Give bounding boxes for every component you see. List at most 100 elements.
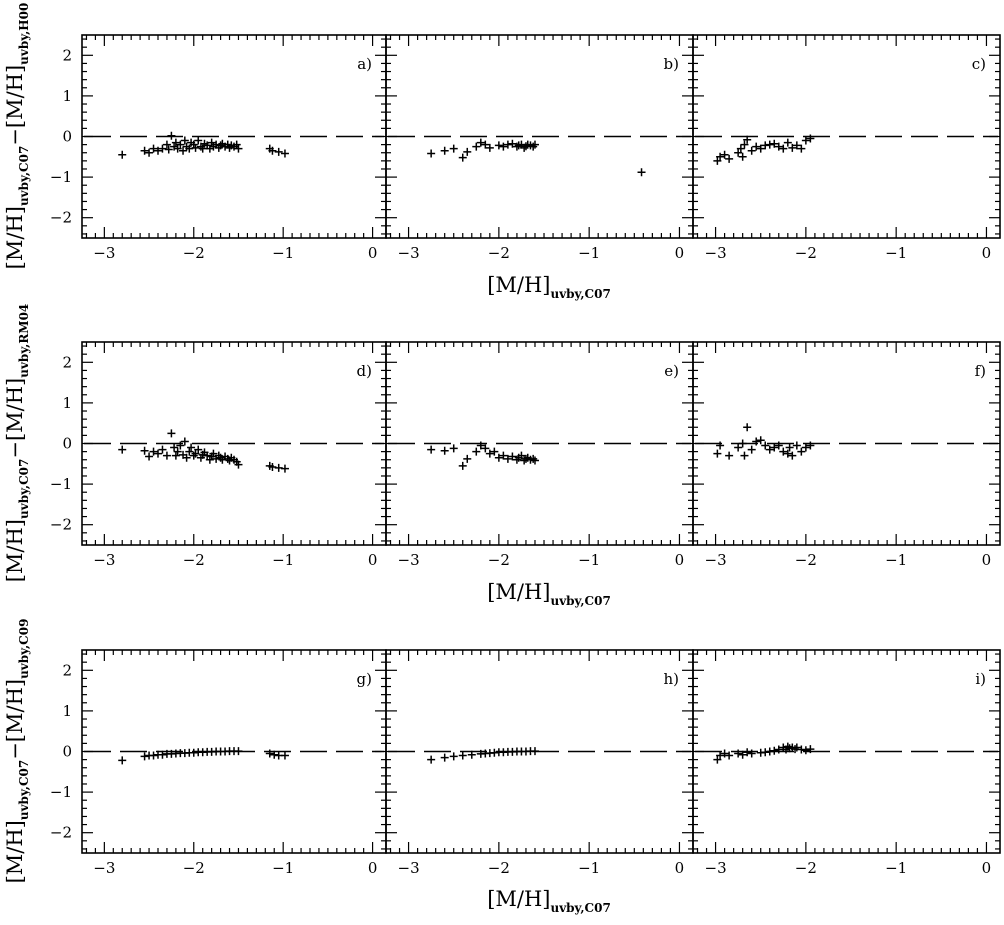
y-tick-label: −1: [50, 783, 72, 801]
x-tick-label: −2: [183, 244, 205, 262]
y-axis-title: [M/H]uvby,C07−[M/H]uvby,RM04: [3, 304, 31, 583]
data-point: [234, 747, 243, 756]
data-point: [118, 756, 127, 765]
y-axis-title: [M/H]uvby,C07−[M/H]uvby,H00: [3, 3, 31, 270]
y-axis-title-main: −: [3, 128, 27, 146]
data-point: [761, 441, 770, 450]
data-point: [427, 149, 436, 158]
data-point: [274, 463, 283, 472]
panels-group: −3 −2 −1 0 2 1 0 −1 −2 a) −3 −2 −1 0 b) −3 −2 −1 0 c) −3 −2 −1…: [50, 34, 1001, 877]
x-tick-label: −3: [705, 859, 727, 877]
data-point: [167, 131, 176, 140]
y-axis-title-main: [M/H]: [3, 65, 27, 128]
data-point: [743, 748, 752, 757]
data-point: [216, 141, 225, 150]
data-point: [637, 168, 646, 177]
data-point: [449, 144, 458, 153]
data-point: [223, 454, 232, 463]
data-point: [180, 136, 189, 145]
data-point: [765, 140, 774, 149]
data-point: [508, 139, 517, 148]
data-point: [797, 745, 806, 754]
data-point: [738, 439, 747, 448]
x-tick-label: −1: [272, 859, 294, 877]
data-point: [485, 449, 494, 458]
data-point: [734, 443, 743, 452]
data-point: [738, 750, 747, 759]
data-point: [785, 443, 794, 452]
data-point: [512, 142, 521, 151]
data-point: [265, 749, 274, 758]
data-point: [194, 136, 203, 145]
data-point: [232, 140, 241, 149]
data-point: [530, 747, 539, 756]
data-point: [458, 751, 467, 760]
x-tick-label: −1: [578, 244, 600, 262]
x-tick-label: −2: [488, 859, 510, 877]
data-point: [779, 447, 788, 456]
y-tick-label: 2: [62, 46, 72, 64]
data-point: [145, 452, 154, 461]
data-point: [449, 444, 458, 453]
data-point: [716, 152, 725, 161]
panel-g: −3 −2 −1 0 2 1 0 −1 −2 g): [50, 649, 387, 877]
data-point: [203, 451, 212, 460]
panel-a: −3 −2 −1 0 2 1 0 −1 −2 a): [50, 34, 387, 262]
data-point: [765, 445, 774, 454]
data-point: [476, 441, 485, 450]
data-point: [472, 447, 481, 456]
data-point: [198, 144, 207, 153]
data-point: [449, 752, 458, 761]
y-tick-label: −1: [50, 475, 72, 493]
data-point: [463, 147, 472, 156]
x-tick-label: −1: [272, 244, 294, 262]
data-point: [530, 456, 539, 465]
data-point: [740, 140, 749, 149]
x-tick-label: 0: [982, 859, 992, 877]
data-point: [713, 449, 722, 458]
data-point: [481, 444, 490, 453]
panel-i: −3 −2 −1 0 i): [692, 649, 1001, 877]
x-axis-titles: [M/H]uvby,C07[M/H]uvby,C07[M/H]uvby,C07: [487, 273, 611, 915]
data-point: [770, 139, 779, 148]
x-tick-label: −2: [183, 859, 205, 877]
data-point: [747, 146, 756, 155]
x-axis-title-main: [M/H]: [487, 580, 550, 604]
y-axis-title-main: [M/H]: [3, 679, 27, 742]
data-point: [806, 441, 815, 450]
data-point: [145, 148, 154, 157]
data-point: [713, 156, 722, 165]
data-point: [806, 745, 815, 754]
x-tick-label: 0: [675, 551, 685, 569]
data-point: [458, 461, 467, 470]
data-point: [801, 443, 810, 452]
data-point: [743, 423, 752, 432]
data-point: [797, 447, 806, 456]
data-point: [207, 138, 216, 147]
panel-label: i): [975, 670, 986, 688]
data-point: [743, 135, 752, 144]
data-point: [713, 755, 722, 764]
data-point: [720, 749, 729, 758]
data-point: [485, 143, 494, 152]
data-point: [792, 743, 801, 752]
x-tick-label: 0: [982, 244, 992, 262]
data-point: [734, 749, 743, 758]
data-point: [185, 144, 194, 153]
data-point: [788, 143, 797, 152]
y-axis-title-subscript: uvby,C07: [17, 459, 31, 519]
y-tick-label: 0: [62, 743, 72, 761]
data-point: [521, 142, 530, 151]
data-point: [216, 453, 225, 462]
panel-label: g): [357, 670, 372, 688]
data-point: [503, 454, 512, 463]
data-point: [779, 144, 788, 153]
data-point: [770, 746, 779, 755]
y-axis-title-main: −: [3, 441, 27, 459]
data-point: [280, 751, 289, 760]
y-axis-title-subscript: uvby,C07: [17, 760, 31, 820]
data-point: [427, 755, 436, 764]
panel-label: c): [972, 55, 986, 73]
data-point: [140, 146, 149, 155]
